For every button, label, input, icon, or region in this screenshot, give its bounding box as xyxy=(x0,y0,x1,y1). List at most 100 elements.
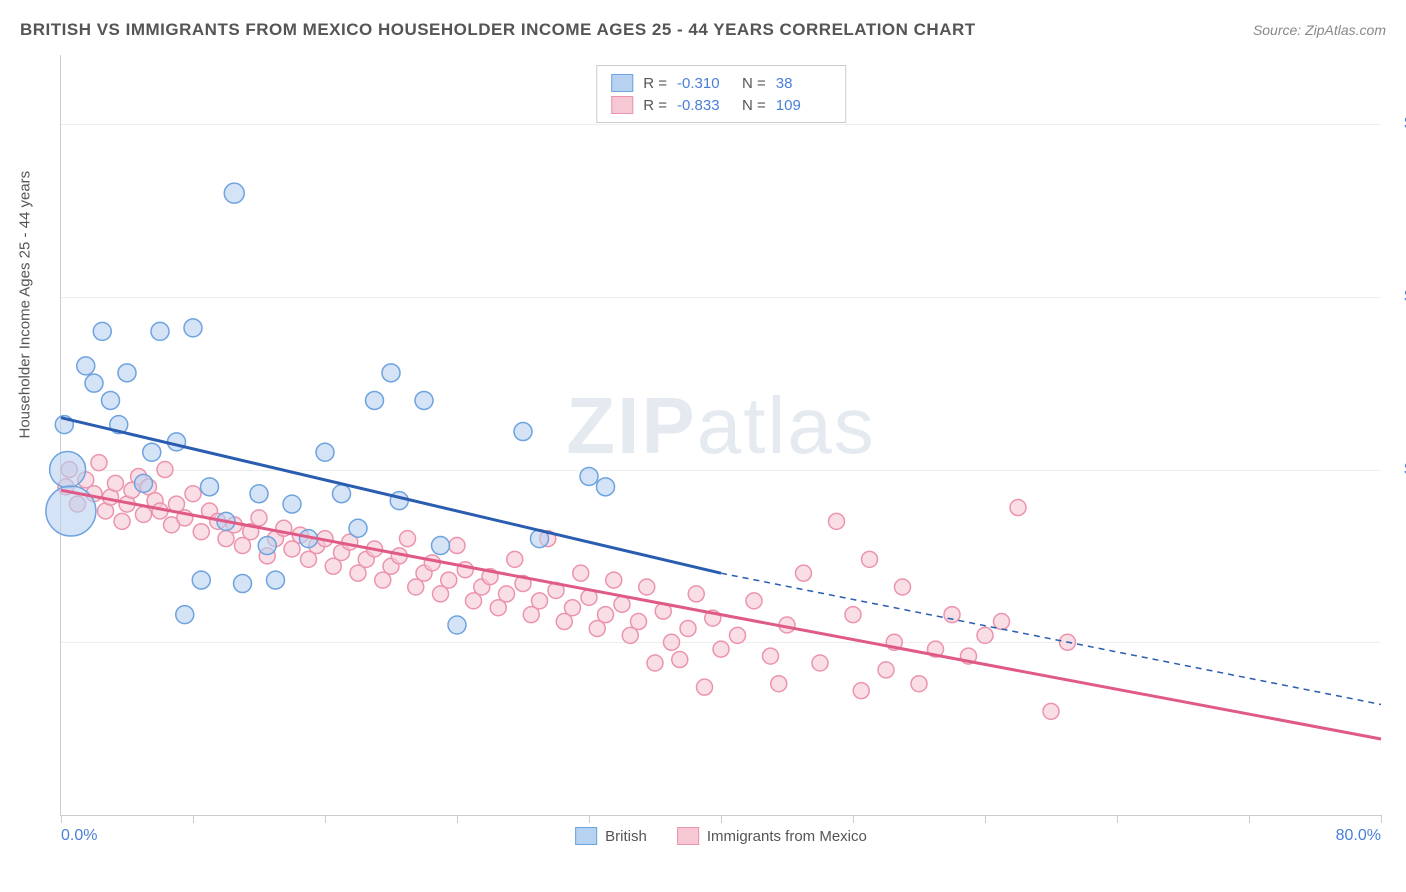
data-point xyxy=(730,627,746,643)
data-point xyxy=(449,538,465,554)
data-point xyxy=(688,586,704,602)
legend-row-mexico: R = -0.833 N = 109 xyxy=(611,94,831,116)
data-point xyxy=(151,322,169,340)
data-point xyxy=(118,364,136,382)
data-point xyxy=(507,551,523,567)
data-point xyxy=(664,634,680,650)
data-point xyxy=(251,510,267,526)
legend-item-british: British xyxy=(575,827,647,845)
data-point xyxy=(499,586,515,602)
data-point xyxy=(911,676,927,692)
legend-series: British Immigrants from Mexico xyxy=(575,827,867,845)
y-tick-label: $50,000 xyxy=(1391,633,1406,651)
x-tick xyxy=(325,815,326,823)
n-value-mexico: 109 xyxy=(776,97,831,114)
chart-area: ZIPatlas R = -0.310 N = 38 R = -0.833 N … xyxy=(60,55,1381,816)
data-point xyxy=(853,683,869,699)
data-point xyxy=(573,565,589,581)
data-point xyxy=(895,579,911,595)
swatch-mexico xyxy=(611,96,633,114)
data-point xyxy=(812,655,828,671)
swatch-british-icon xyxy=(575,827,597,845)
r-value-mexico: -0.833 xyxy=(677,97,732,114)
legend-label-mexico: Immigrants from Mexico xyxy=(707,828,867,845)
data-point xyxy=(415,391,433,409)
data-point xyxy=(441,572,457,588)
data-point xyxy=(448,616,466,634)
data-point xyxy=(102,391,120,409)
data-point xyxy=(977,627,993,643)
x-tick xyxy=(61,815,62,823)
data-point xyxy=(184,319,202,337)
y-tick-label: $100,000 xyxy=(1391,461,1406,479)
data-point xyxy=(192,571,210,589)
n-label: N = xyxy=(742,97,766,114)
data-point xyxy=(1010,500,1026,516)
header: BRITISH VS IMMIGRANTS FROM MEXICO HOUSEH… xyxy=(20,20,1386,40)
data-point xyxy=(50,452,86,488)
data-point xyxy=(91,455,107,471)
data-point xyxy=(771,676,787,692)
n-label: N = xyxy=(742,75,766,92)
data-point xyxy=(193,524,209,540)
data-point xyxy=(631,614,647,630)
data-point xyxy=(201,478,219,496)
data-point xyxy=(234,575,252,593)
data-point xyxy=(639,579,655,595)
n-value-british: 38 xyxy=(776,75,831,92)
data-point xyxy=(135,474,153,492)
legend-label-british: British xyxy=(605,828,647,845)
data-point xyxy=(283,495,301,513)
swatch-mexico-icon xyxy=(677,827,699,845)
x-tick xyxy=(589,815,590,823)
data-point xyxy=(424,555,440,571)
data-point xyxy=(366,391,384,409)
data-point xyxy=(107,475,123,491)
data-point xyxy=(390,492,408,510)
x-tick xyxy=(457,815,458,823)
x-axis-min-label: 0.0% xyxy=(61,827,97,845)
x-tick xyxy=(721,815,722,823)
data-point xyxy=(114,513,130,529)
y-tick-label: $150,000 xyxy=(1391,288,1406,306)
legend-item-mexico: Immigrants from Mexico xyxy=(677,827,867,845)
legend-correlation: R = -0.310 N = 38 R = -0.833 N = 109 xyxy=(596,65,846,123)
data-point xyxy=(349,519,367,537)
data-point xyxy=(1043,703,1059,719)
x-tick xyxy=(985,815,986,823)
data-point xyxy=(224,183,244,203)
data-point xyxy=(143,443,161,461)
data-point xyxy=(597,478,615,496)
data-point xyxy=(845,607,861,623)
data-point xyxy=(672,652,688,668)
r-value-british: -0.310 xyxy=(677,75,732,92)
data-point xyxy=(647,655,663,671)
data-point xyxy=(580,467,598,485)
data-point xyxy=(606,572,622,588)
data-point xyxy=(514,423,532,441)
x-tick xyxy=(193,815,194,823)
data-point xyxy=(250,485,268,503)
data-point xyxy=(878,662,894,678)
swatch-british xyxy=(611,74,633,92)
data-point xyxy=(176,606,194,624)
data-point xyxy=(614,596,630,612)
data-point xyxy=(532,593,548,609)
data-point xyxy=(267,571,285,589)
data-point xyxy=(382,364,400,382)
data-point xyxy=(862,551,878,567)
data-point xyxy=(316,443,334,461)
chart-title: BRITISH VS IMMIGRANTS FROM MEXICO HOUSEH… xyxy=(20,20,976,40)
data-point xyxy=(85,374,103,392)
r-label: R = xyxy=(643,75,667,92)
data-point xyxy=(565,600,581,616)
data-point xyxy=(713,641,729,657)
data-point xyxy=(763,648,779,664)
data-point xyxy=(136,506,152,522)
legend-row-british: R = -0.310 N = 38 xyxy=(611,72,831,94)
x-tick xyxy=(853,815,854,823)
source-label: Source: ZipAtlas.com xyxy=(1253,22,1386,38)
data-point xyxy=(400,531,416,547)
x-tick xyxy=(1381,815,1382,823)
data-point xyxy=(185,486,201,502)
